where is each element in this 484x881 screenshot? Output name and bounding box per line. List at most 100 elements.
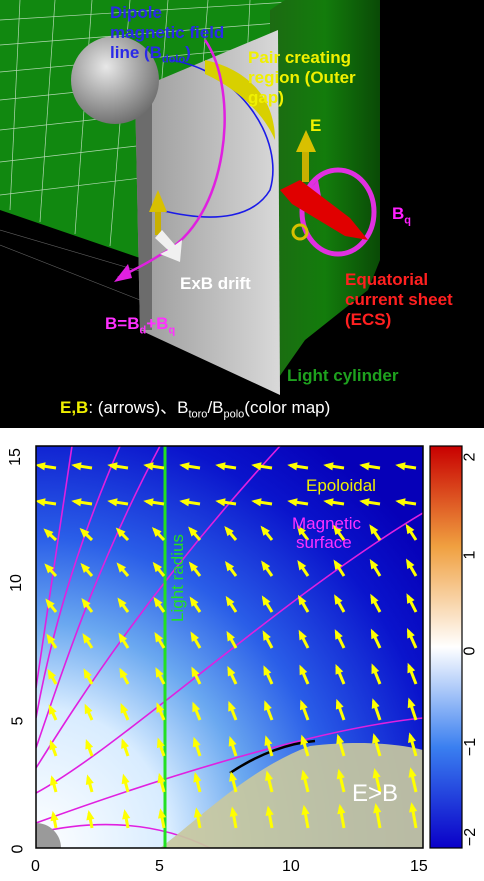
dipole-label: Dipole magnetic field line (Bdolo) bbox=[110, 3, 225, 66]
e-field-arrow-head bbox=[192, 736, 201, 748]
e-field-arrow-head bbox=[323, 498, 334, 507]
e-field-arrow-head bbox=[262, 630, 271, 641]
neutron-star bbox=[71, 36, 159, 124]
e-field-arrow-head bbox=[48, 704, 57, 715]
bq-loop bbox=[299, 167, 377, 257]
e-field-arrow-head bbox=[189, 596, 199, 607]
e-field-arrow-head bbox=[299, 664, 308, 676]
e-field-arrow-head bbox=[83, 668, 92, 679]
e-field-arrow-head bbox=[154, 631, 164, 643]
e-field-arrows bbox=[36, 462, 418, 829]
wall-e-arrow bbox=[149, 190, 167, 212]
light-cylinder-surface bbox=[270, 0, 380, 390]
e-field-arrow-head bbox=[179, 498, 190, 507]
e-arrow bbox=[296, 130, 316, 152]
e-field-arrow-head bbox=[408, 767, 417, 778]
e-field-arrow-head bbox=[155, 667, 164, 678]
e-field-arrow-head bbox=[372, 768, 381, 779]
y-tick-5: 5 bbox=[9, 716, 27, 726]
light-radius-label: Light radius bbox=[168, 534, 187, 622]
e-field-arrow-head bbox=[116, 562, 127, 573]
e-field-arrow-head bbox=[143, 462, 154, 471]
e-field-arrow-head bbox=[179, 462, 190, 471]
exb-arrow bbox=[155, 230, 182, 262]
e-field-arrow-head bbox=[299, 699, 308, 711]
e-field-arrow-head bbox=[287, 498, 298, 507]
total-field-line bbox=[117, 39, 226, 280]
e-field-arrow-head bbox=[118, 632, 128, 644]
e-field-arrow-head bbox=[335, 698, 344, 710]
e-field-arrow-head bbox=[81, 597, 91, 609]
e-field-arrow-head bbox=[117, 597, 127, 608]
e-field-arrow-head bbox=[47, 668, 56, 680]
e-field-arrow-head bbox=[82, 633, 92, 644]
e-field-arrow-head bbox=[227, 665, 236, 677]
e-field-arrow-head bbox=[370, 628, 379, 640]
e-field-arrow-head bbox=[188, 561, 199, 572]
e-field-arrow-head bbox=[337, 803, 346, 815]
e-field-arrow-head bbox=[107, 462, 118, 471]
e-field-arrow-head bbox=[43, 528, 54, 539]
meridional-wall bbox=[135, 30, 280, 395]
e-field-arrow-head bbox=[85, 774, 94, 786]
e-field-arrow-head bbox=[45, 598, 55, 609]
e-field-arrow-head bbox=[224, 526, 234, 537]
e-field-arrow-head bbox=[333, 559, 343, 571]
e-field-arrow-head bbox=[409, 802, 418, 813]
e-field-arrow-head bbox=[263, 665, 272, 676]
ecs-label: Equatorial current sheet (ECS) bbox=[345, 270, 453, 329]
e-field-arrow-head bbox=[156, 737, 165, 749]
e-field-arrow-head bbox=[296, 525, 307, 536]
e-field-arrow-head bbox=[264, 770, 273, 781]
e-field-arrow-head bbox=[265, 805, 274, 817]
e-field-arrow-head bbox=[84, 703, 93, 715]
e-field-arrow-head bbox=[158, 808, 167, 819]
e-field-arrow-head bbox=[406, 593, 415, 604]
e-field-arrow-head bbox=[229, 771, 238, 782]
e-field-arrow-head bbox=[408, 732, 416, 743]
cbar-tick-0: 0 bbox=[461, 646, 479, 656]
exb-label: ExB drift bbox=[180, 274, 251, 293]
e-field-arrow-head bbox=[36, 462, 46, 471]
x-tick-15: 15 bbox=[410, 858, 428, 875]
e-field-arrow-head bbox=[193, 807, 202, 818]
e-field-arrow-head bbox=[225, 595, 235, 607]
e-field-arrow-head bbox=[229, 806, 238, 817]
e-field-arrow-head bbox=[369, 558, 379, 570]
e-gt-b-region bbox=[160, 743, 423, 848]
e-field-arrow-head bbox=[261, 560, 271, 571]
e-field-arrow-head bbox=[190, 631, 199, 643]
e-field-arrow-head bbox=[121, 773, 130, 785]
e-field-arrow-head bbox=[36, 498, 46, 507]
e-field-arrow-head bbox=[86, 809, 95, 821]
field-plot-panel: 15 10 5 0 0 5 10 15 2 1 0 −1 −2 Epoloida… bbox=[0, 428, 484, 881]
e-field-arrow-head bbox=[79, 527, 90, 538]
e-field-arrow-head bbox=[120, 702, 129, 714]
e-field-arrow-head bbox=[395, 462, 406, 471]
e-field-arrow-head bbox=[71, 462, 82, 471]
magnetic-surface-label: Magnetic surface bbox=[292, 514, 361, 552]
e-field-arrow-head bbox=[336, 768, 345, 780]
e-label: E bbox=[310, 116, 322, 135]
e-field-arrow-head bbox=[407, 627, 415, 639]
cbar-tick-m2: −2 bbox=[462, 827, 480, 847]
cbar-tick-m1: −1 bbox=[462, 737, 480, 757]
e-field-arrow-head bbox=[152, 561, 163, 573]
e-field-arrow-head bbox=[323, 462, 334, 471]
e-field-arrow-head bbox=[369, 524, 379, 535]
e-field-arrow-head bbox=[157, 772, 166, 784]
field-plot bbox=[35, 445, 463, 849]
e-field-arrow-head bbox=[49, 739, 58, 751]
e-field-arrow-head bbox=[407, 662, 416, 674]
cbar-tick-2: 2 bbox=[461, 452, 479, 462]
pair-creating-label: Pair creating region (Outer gap) bbox=[248, 48, 356, 107]
caption: E,B: (arrows)、Btoro/Bpolo(color map) bbox=[60, 398, 331, 421]
e-field-arrow-head bbox=[264, 735, 273, 746]
e-field-arrow-head bbox=[336, 733, 345, 745]
e-field-arrow-head bbox=[50, 810, 59, 822]
epoloidal-label: Epoloidal bbox=[306, 476, 376, 495]
e-field-arrow-head bbox=[300, 734, 309, 746]
x-tick-10: 10 bbox=[282, 858, 300, 875]
e-field-arrow-head bbox=[143, 498, 154, 507]
e-field-arrow-head bbox=[215, 498, 226, 507]
